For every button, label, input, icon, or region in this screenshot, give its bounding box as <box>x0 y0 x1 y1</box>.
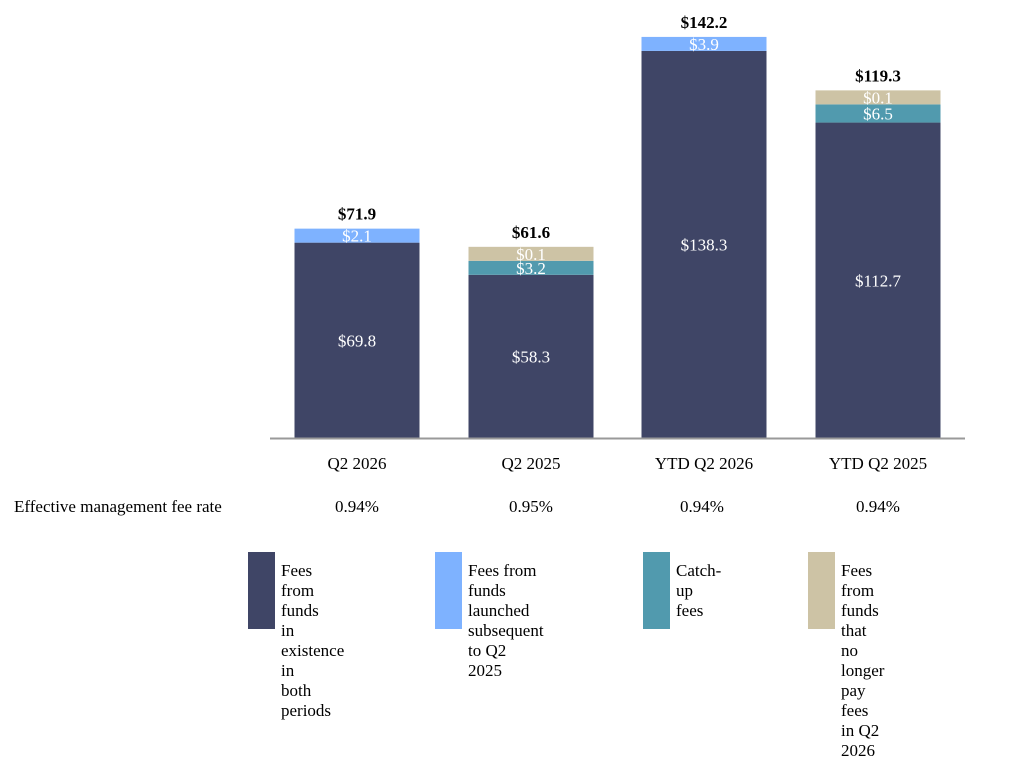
total-label-q2-2025: $61.6 <box>512 223 550 242</box>
segment-label-ytd-q2-2026-series-2: $3.9 <box>689 35 719 54</box>
category-label-ytd-q2-2025: YTD Q2 2025 <box>829 454 927 473</box>
segment-label-ytd-q2-2025-series-4: $0.1 <box>863 88 893 107</box>
legend-label: Fees from funds in existence in both perio… <box>281 561 345 720</box>
category-label-q2-2025: Q2 2025 <box>501 454 560 473</box>
bars-group <box>294 36 941 439</box>
bar-segment-q2-2026-series-2 <box>294 228 420 243</box>
bar-segment-q2-2025-series-3 <box>468 260 594 275</box>
category-label-ytd-q2-2026: YTD Q2 2026 <box>655 454 753 473</box>
bar-segment-q2-2025-series-1 <box>468 274 594 438</box>
bar-segment-q2-2026-series-1 <box>294 242 420 438</box>
labels-group: $69.8$2.1$71.9Q2 2026$58.3$3.2$0.1$61.6Q… <box>327 13 927 473</box>
rate-row-title: Effective management fee rate <box>14 497 222 516</box>
legend-swatch <box>248 552 275 629</box>
segment-label-q2-2026-series-2: $2.1 <box>342 227 372 246</box>
segment-label-q2-2026-series-1: $69.8 <box>338 331 376 350</box>
bar-segment-ytd-q2-2025-series-1 <box>815 122 941 439</box>
segment-label-ytd-q2-2025-series-3: $6.5 <box>863 104 893 123</box>
segment-label-ytd-q2-2026-series-1: $138.3 <box>681 235 728 254</box>
stacked-bar-chart: $69.8$2.1$71.9Q2 2026$58.3$3.2$0.1$61.6Q… <box>270 13 965 473</box>
rate-value-ytd-q2-2026: 0.94% <box>680 497 724 516</box>
segment-label-q2-2025-series-1: $58.3 <box>512 347 550 366</box>
legend-swatch <box>643 552 670 629</box>
legend-label: Fees from funds that no longer pay fees in… <box>841 561 885 760</box>
segment-label-ytd-q2-2025-series-1: $112.7 <box>855 271 902 290</box>
bar-segment-q2-2025-series-4 <box>468 246 594 261</box>
rate-value-q2-2025: 0.95% <box>509 497 553 516</box>
bar-segment-ytd-q2-2025-series-3 <box>815 104 941 123</box>
rate-value-ytd-q2-2025: 0.94% <box>856 497 900 516</box>
rate-value-q2-2026: 0.94% <box>335 497 379 516</box>
bar-segment-ytd-q2-2026-series-2 <box>641 36 767 51</box>
total-label-ytd-q2-2026: $142.2 <box>681 13 728 32</box>
bar-segment-ytd-q2-2026-series-1 <box>641 50 767 438</box>
segment-label-q2-2025-series-4: $0.1 <box>516 245 546 264</box>
legend-label: Catch-up fees <box>676 561 722 620</box>
category-label-q2-2026: Q2 2026 <box>327 454 386 473</box>
legend-swatch <box>435 552 462 629</box>
total-label-ytd-q2-2025: $119.3 <box>855 66 901 85</box>
bar-segment-ytd-q2-2025-series-4 <box>815 90 941 105</box>
segment-label-q2-2025-series-3: $3.2 <box>516 259 546 278</box>
total-label-q2-2026: $71.9 <box>338 205 376 224</box>
legend-swatch <box>808 552 835 629</box>
legend-label: Fees from funds launched subsequent to Q2 … <box>468 561 544 680</box>
